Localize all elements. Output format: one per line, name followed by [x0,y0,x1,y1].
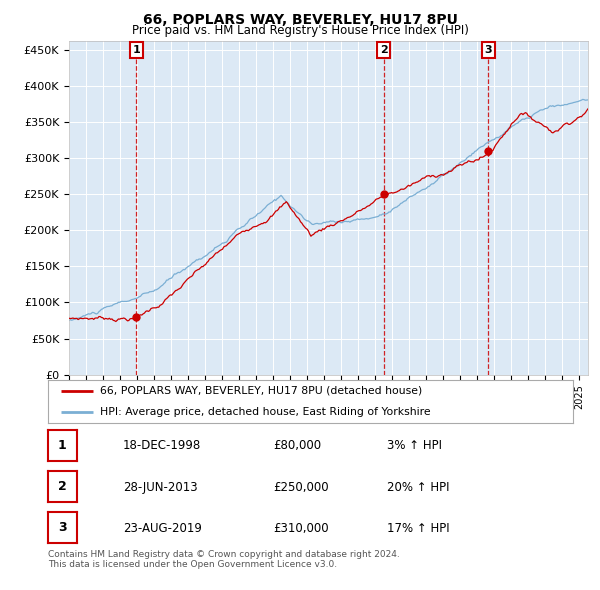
Text: Contains HM Land Registry data © Crown copyright and database right 2024.
This d: Contains HM Land Registry data © Crown c… [48,550,400,569]
Text: HPI: Average price, detached house, East Riding of Yorkshire: HPI: Average price, detached house, East… [101,407,431,417]
Text: 20% ↑ HPI: 20% ↑ HPI [387,480,449,494]
Text: £250,000: £250,000 [273,480,329,494]
Text: 3: 3 [58,521,67,535]
Text: 1: 1 [133,45,140,55]
Text: 18-DEC-1998: 18-DEC-1998 [123,439,201,453]
Text: £310,000: £310,000 [273,522,329,535]
Text: 1: 1 [58,438,67,452]
Text: 66, POPLARS WAY, BEVERLEY, HU17 8PU: 66, POPLARS WAY, BEVERLEY, HU17 8PU [143,13,457,27]
Text: 28-JUN-2013: 28-JUN-2013 [123,480,197,494]
Text: 66, POPLARS WAY, BEVERLEY, HU17 8PU (detached house): 66, POPLARS WAY, BEVERLEY, HU17 8PU (det… [101,386,423,396]
Text: 2: 2 [380,45,388,55]
Text: 3% ↑ HPI: 3% ↑ HPI [387,439,442,453]
Text: £80,000: £80,000 [273,439,321,453]
Text: Price paid vs. HM Land Registry's House Price Index (HPI): Price paid vs. HM Land Registry's House … [131,24,469,37]
Text: 3: 3 [485,45,492,55]
Text: 2: 2 [58,480,67,493]
Text: 23-AUG-2019: 23-AUG-2019 [123,522,202,535]
Text: 17% ↑ HPI: 17% ↑ HPI [387,522,449,535]
